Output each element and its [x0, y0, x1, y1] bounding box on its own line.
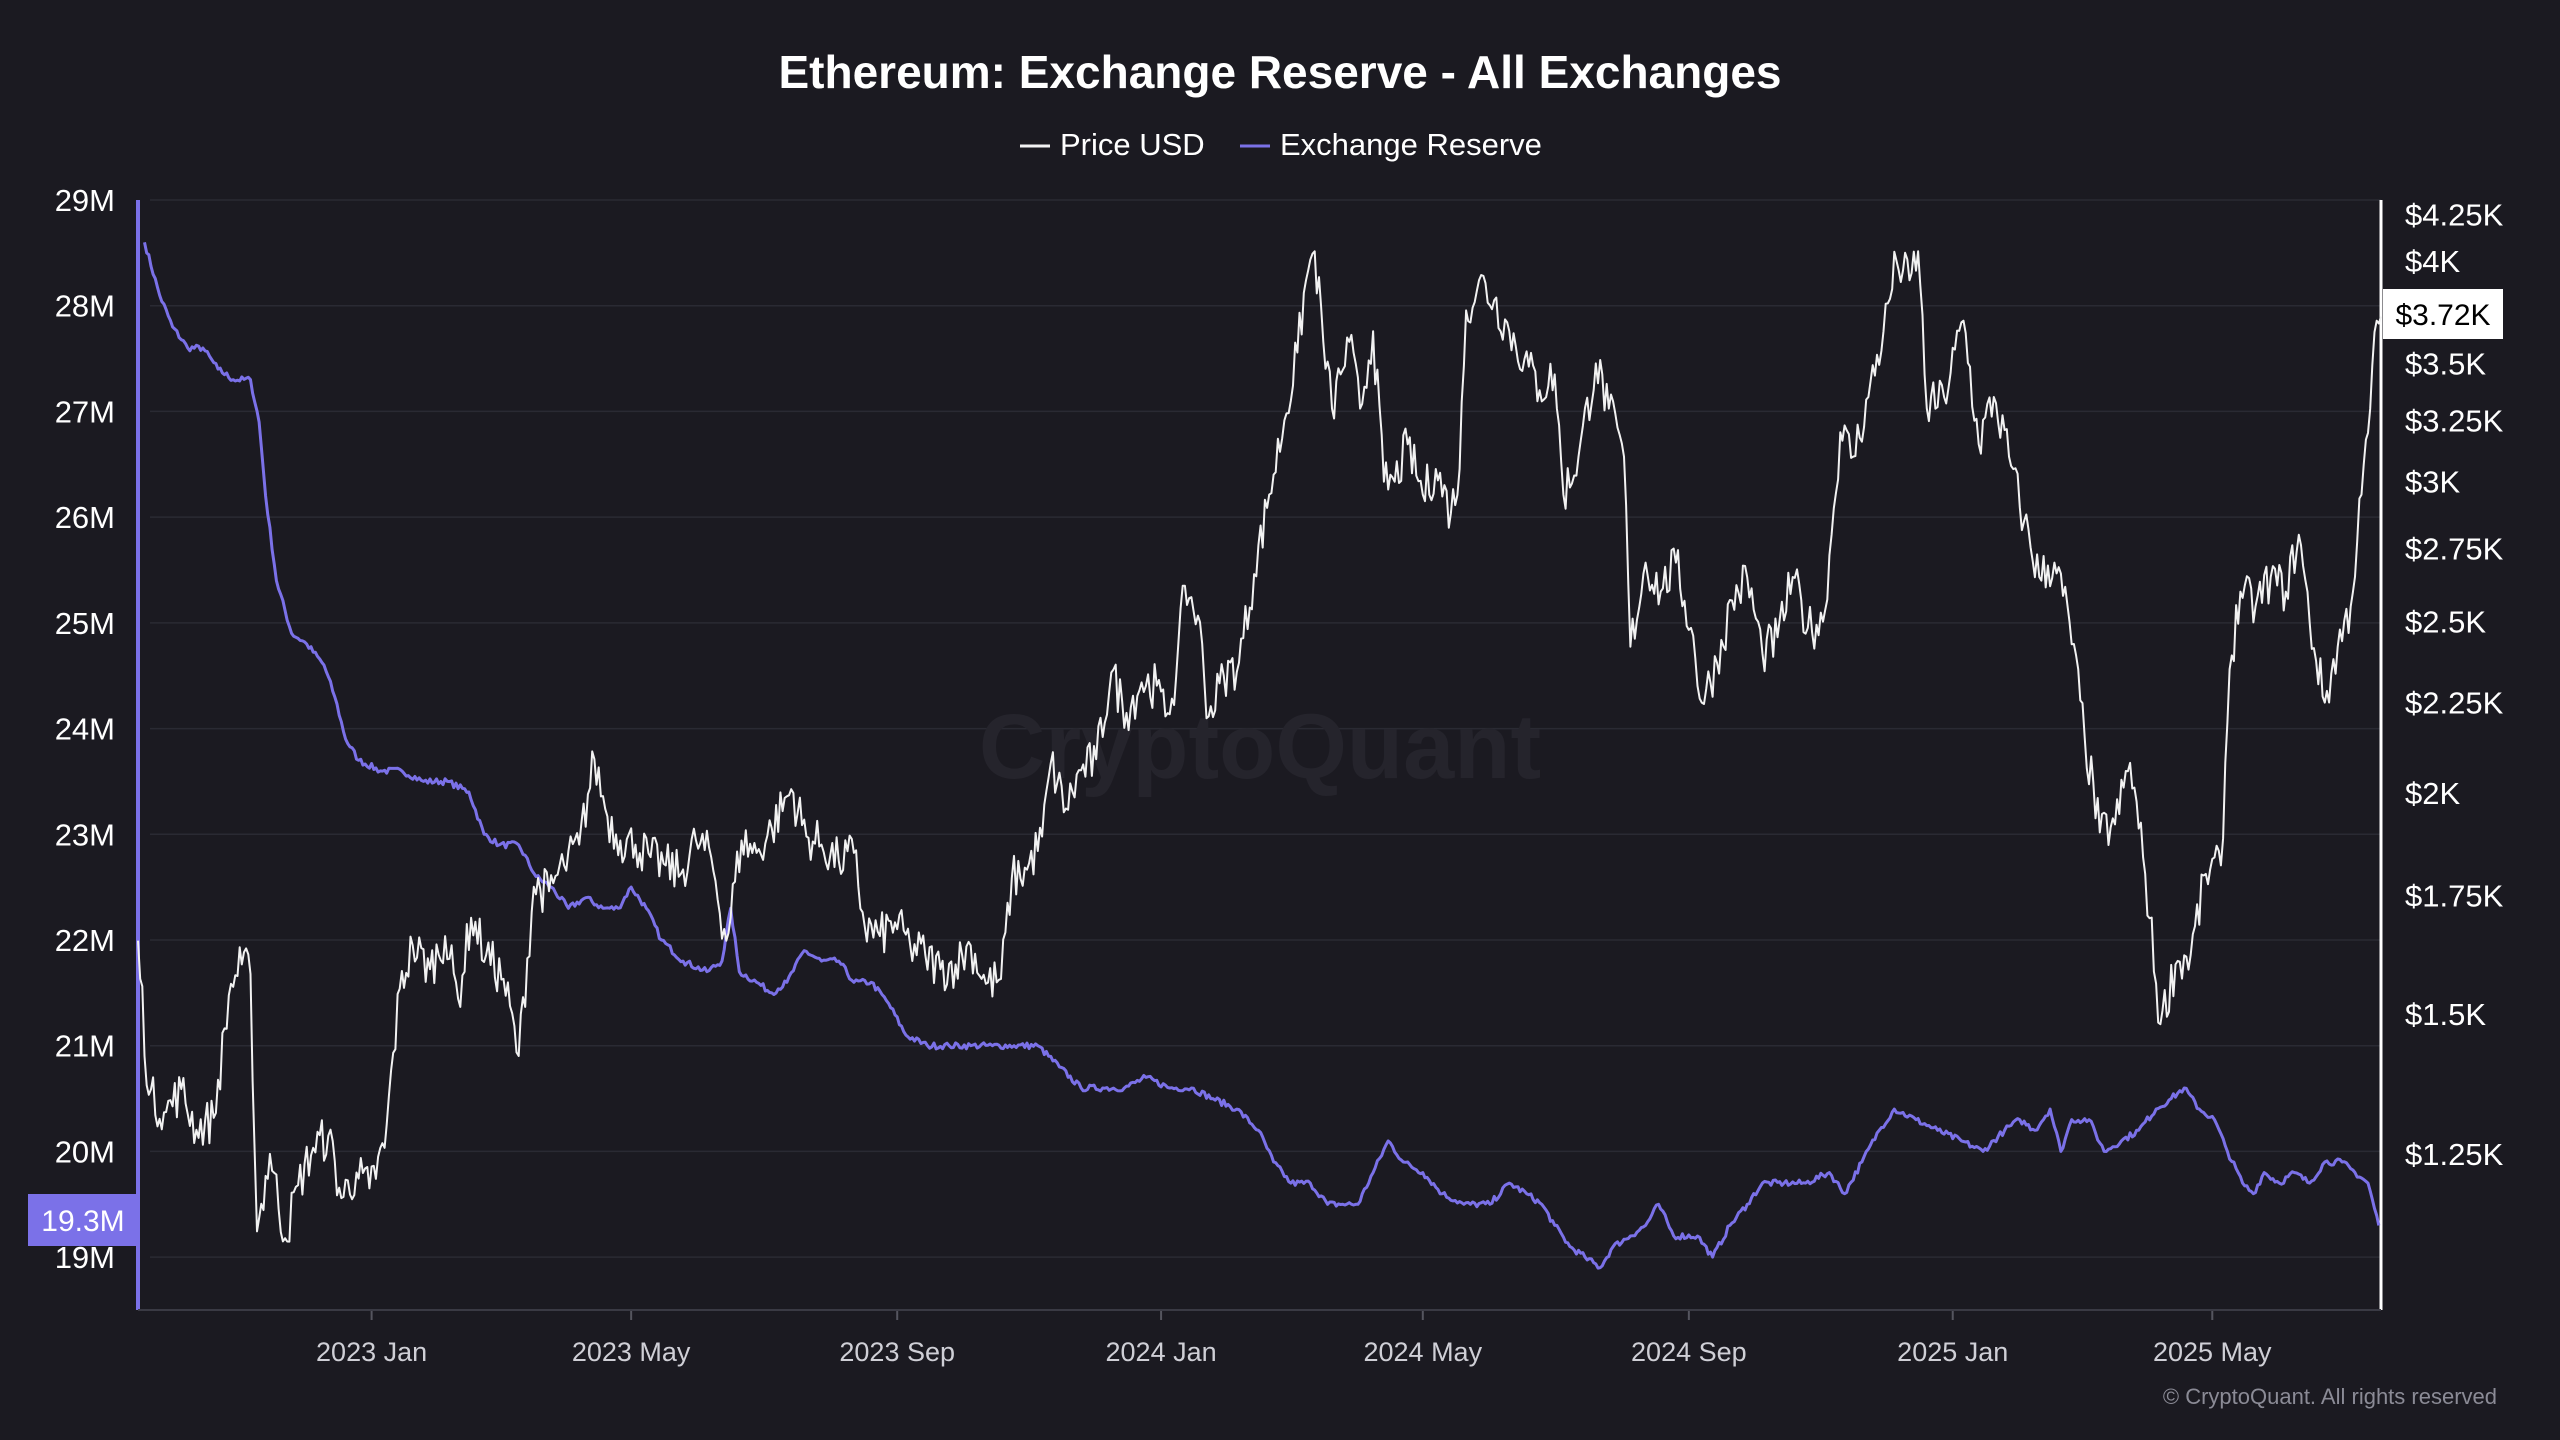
watermark: CryptoQuant: [979, 696, 1541, 798]
right-tick-label: $3.5K: [2405, 346, 2486, 381]
series-line-price-usd: [137, 250, 2382, 1243]
x-tick-label: 2024 May: [1364, 1337, 1483, 1367]
right-tick-label: $3.25K: [2405, 403, 2504, 438]
current-reserve-badge-bg: [28, 1194, 138, 1246]
left-tick-label: 27M: [55, 394, 115, 429]
left-tick-label: 28M: [55, 289, 115, 324]
x-tick-label: 2023 May: [572, 1337, 691, 1367]
chart-title: Ethereum: Exchange Reserve - All Exchang…: [778, 46, 1781, 98]
right-axis-ticks: $1.25K $1.5K $1.75K $2K $2.25K $2.5K $2.75K $3K…: [2405, 197, 2504, 1172]
right-tick-label: $2.5K: [2405, 605, 2486, 640]
current-price-badge-bg: [2383, 289, 2503, 339]
left-tick-label: 22M: [55, 923, 115, 958]
x-axis-ticks: 2023 Jan 2023 May 2023 Sep 2024 Jan 2024 May…: [316, 1310, 2272, 1367]
right-tick-label: $1.25K: [2405, 1137, 2504, 1172]
current-price-badge: $3.72K: [2383, 289, 2503, 339]
current-price-label: $3.72K: [2395, 299, 2490, 332]
x-tick-label: 2023 Jan: [316, 1337, 427, 1367]
right-tick-label: $1.5K: [2405, 997, 2486, 1032]
current-reserve-label: 19.3M: [41, 1205, 124, 1238]
right-tick-label: $2.25K: [2405, 686, 2504, 721]
left-tick-label: 21M: [55, 1029, 115, 1064]
left-tick-label: 23M: [55, 817, 115, 852]
legend: Price USD Exchange Reserve: [1020, 127, 1542, 162]
right-tick-label: $2.75K: [2405, 532, 2504, 567]
series-line-exchange-reserve: [143, 241, 2381, 1270]
left-tick-label: 26M: [55, 500, 115, 535]
left-tick-label: 29M: [55, 183, 115, 218]
legend-item-reserve[interactable]: Exchange Reserve: [1240, 127, 1542, 162]
left-tick-label: 24M: [55, 712, 115, 747]
x-tick-label: 2025 Jan: [1897, 1337, 2008, 1367]
right-tick-label: $4K: [2405, 244, 2460, 279]
x-tick-label: 2024 Sep: [1631, 1337, 1747, 1367]
copyright: © CryptoQuant. All rights reserved: [2163, 1384, 2497, 1409]
x-tick-label: 2025 May: [2153, 1337, 2272, 1367]
x-tick-label: 2023 Sep: [839, 1337, 955, 1367]
legend-item-price[interactable]: Price USD: [1020, 127, 1205, 162]
left-tick-label: 20M: [55, 1134, 115, 1169]
right-tick-label: $3K: [2405, 465, 2460, 500]
current-reserve-badge: 19.3M: [28, 1194, 138, 1246]
grid: [150, 199, 2381, 1258]
right-tick-label: $4.25K: [2405, 197, 2504, 232]
right-tick-label: $2K: [2405, 776, 2460, 811]
right-tick-label: $1.75K: [2405, 879, 2504, 914]
legend-label-price: Price USD: [1060, 127, 1205, 162]
legend-label-reserve: Exchange Reserve: [1280, 127, 1542, 162]
left-tick-label: 25M: [55, 606, 115, 641]
x-tick-label: 2024 Jan: [1106, 1337, 1217, 1367]
